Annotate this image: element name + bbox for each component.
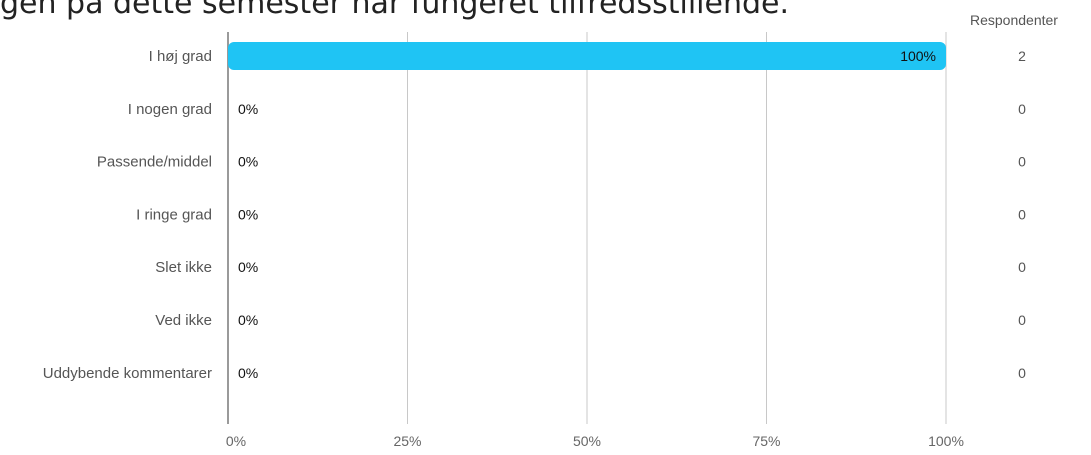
- value-label: 0%: [238, 259, 258, 275]
- bar: [228, 42, 946, 70]
- labels: 0% 25% 50% 75% 100% I høj grad 100% 2 I nogen gr…: [43, 48, 1026, 449]
- x-tick-label: 100%: [928, 433, 964, 449]
- respondent-count: 0: [1018, 154, 1026, 170]
- category-label: I nogen grad: [128, 101, 212, 118]
- x-tick-label: 25%: [393, 433, 421, 449]
- category-label: Ved ikke: [155, 312, 212, 329]
- value-label: 0%: [238, 101, 258, 117]
- respondent-count: 0: [1018, 259, 1026, 275]
- respondent-count: 0: [1018, 312, 1026, 328]
- respondent-count: 0: [1018, 206, 1026, 222]
- x-tick-label: 50%: [573, 433, 601, 449]
- value-label: 100%: [900, 48, 936, 64]
- respondents-header: Respondenter: [970, 12, 1058, 28]
- gridlines: [227, 32, 947, 424]
- category-label: I høj grad: [149, 48, 212, 65]
- category-label: Slet ikke: [155, 259, 212, 276]
- respondent-count: 2: [1018, 48, 1026, 64]
- x-tick-label: 0%: [226, 433, 246, 449]
- category-label: I ringe grad: [136, 206, 212, 223]
- respondent-count: 0: [1018, 101, 1026, 117]
- category-label: Passende/middel: [97, 154, 212, 171]
- value-label: 0%: [238, 206, 258, 222]
- bars: [228, 42, 946, 70]
- value-label: 0%: [238, 154, 258, 170]
- value-label: 0%: [238, 365, 258, 381]
- chart-title: gen på dette semester har fungeret tilfr…: [0, 0, 790, 21]
- x-tick-label: 75%: [752, 433, 780, 449]
- value-label: 0%: [238, 312, 258, 328]
- category-label: Uddybende kommentarer: [43, 365, 212, 382]
- respondent-count: 0: [1018, 365, 1026, 381]
